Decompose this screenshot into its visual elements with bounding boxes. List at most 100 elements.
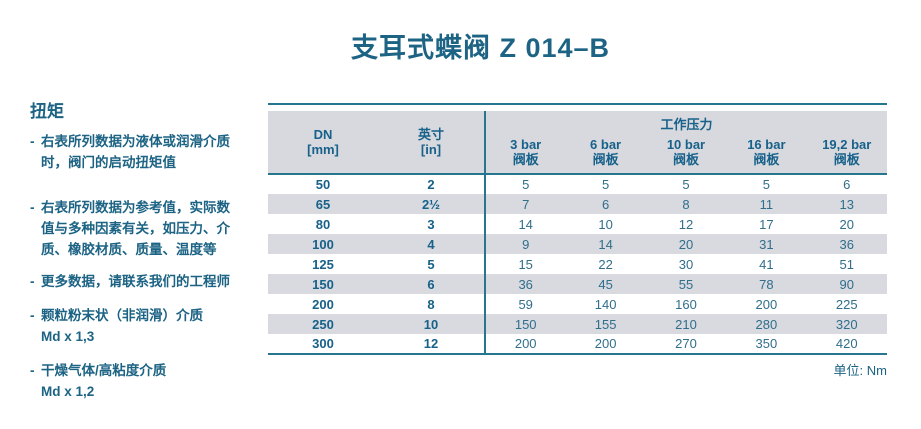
note-text: 干燥气体/高粘度介质 Md x 1,2 [41, 363, 167, 399]
unit-note: 单位: Nm [833, 363, 887, 378]
table-row: 100 4 9 14 20 31 36 [268, 234, 887, 254]
cell-torque: 320 [835, 316, 858, 332]
cell-torque: 36 [483, 274, 566, 294]
note-item: - 更多数据，请联系我们的工程师 [30, 271, 276, 292]
cell-torque: 8 [682, 196, 690, 212]
note-item: - 右表所列数据为液体或润滑介质 时，阀门的启动扭矩值 [30, 131, 276, 173]
col-header-3bar: 3 bar 阀板 [483, 137, 566, 174]
cell-dn: 65 [315, 196, 331, 212]
cell-torque: 6 [843, 177, 851, 192]
page-title: 支耳式蝶阀 Z 014–B [350, 33, 611, 63]
bullet-dash: - [30, 308, 35, 323]
cell-torque: 17 [759, 216, 774, 232]
cell-torque: 5 [483, 174, 566, 194]
cell-torque: 14 [598, 236, 613, 252]
cell-inch: 2½ [421, 196, 441, 212]
table-header-group-row: DN [mm] 英寸 [in] 工作压力 [268, 111, 887, 174]
cell-torque: 59 [483, 294, 566, 314]
table-row: 65 2½ 7 6 8 11 13 [268, 194, 887, 214]
cell-torque: 36 [839, 236, 855, 252]
cell-torque: 5 [762, 177, 770, 192]
cell-torque: 210 [675, 316, 697, 332]
cell-inch: 5 [427, 256, 435, 272]
cell-torque: 9 [483, 234, 566, 254]
cell-torque: 160 [675, 296, 697, 312]
cell-dn: 125 [312, 256, 334, 272]
cell-dn: 150 [312, 276, 334, 292]
table-row: 80 3 14 10 12 17 20 [268, 214, 887, 234]
cell-torque: 55 [678, 276, 694, 292]
cell-torque: 7 [483, 194, 566, 214]
note-text: 右表所列数据为参考值，实际数 值与多种因素有关，如压力、介 质、橡胶材质、质量、… [41, 200, 230, 257]
cell-torque: 30 [678, 256, 694, 272]
cell-torque: 155 [594, 316, 617, 332]
cell-torque: 6 [601, 196, 610, 212]
cell-torque: 31 [759, 236, 774, 252]
cell-inch: 6 [427, 276, 435, 292]
cell-dn: 100 [312, 236, 334, 252]
table-row: 200 8 59 140 160 200 225 [268, 294, 887, 314]
bullet-dash: - [30, 134, 35, 149]
cell-torque: 270 [675, 336, 697, 351]
col-header-10bar: 10 bar 阀板 [645, 137, 727, 174]
col-header-inch: 英寸 [in] [378, 111, 485, 174]
cell-torque: 200 [483, 334, 566, 354]
col-header-6bar: 6 bar 阀板 [565, 137, 646, 174]
cell-dn: 250 [312, 316, 334, 332]
cell-torque: 20 [678, 236, 694, 252]
cell-torque: 5 [682, 177, 690, 192]
cell-torque: 140 [594, 296, 617, 312]
table-row: 150 6 36 45 55 78 90 [268, 274, 887, 294]
table-row: 50 2 5 5 5 5 6 [268, 174, 887, 194]
table-top-rule [268, 103, 887, 105]
cell-inch: 3 [427, 216, 435, 232]
note-item: - 干燥气体/高粘度介质 Md x 1,2 [30, 360, 276, 402]
torque-table-section: DN [mm] 英寸 [in] 工作压力 3 bar 阀板 6 bar 阀板 1… [268, 103, 887, 379]
cell-torque: 51 [839, 256, 855, 272]
col-group-working-pressure: 工作压力 [484, 111, 887, 137]
cell-torque: 45 [598, 276, 613, 292]
cell-inch: 8 [427, 296, 435, 312]
torque-table: DN [mm] 英寸 [in] 工作压力 3 bar 阀板 6 bar 阀板 1… [268, 111, 887, 355]
bullet-dash: - [30, 274, 35, 289]
note-item: - 颗粒粉末状（非润滑）介质 Md x 1,3 [30, 305, 276, 347]
cell-torque: 15 [483, 254, 566, 274]
cell-torque: 20 [839, 216, 855, 232]
table-row: 300 12 200 200 270 350 420 [268, 334, 887, 354]
cell-inch: 4 [427, 236, 435, 252]
table-row: 125 5 15 22 30 41 51 [268, 254, 887, 274]
cell-dn: 50 [315, 177, 331, 192]
note-text: 右表所列数据为液体或润滑介质 时，阀门的启动扭矩值 [41, 134, 230, 170]
note-item: - 右表所列数据为参考值，实际数 值与多种因素有关，如压力、介 质、橡胶材质、质… [30, 197, 276, 260]
cell-inch: 10 [423, 316, 439, 332]
bullet-dash: - [30, 363, 35, 378]
cell-torque: 90 [839, 276, 855, 292]
col-header-16bar: 16 bar 阀板 [726, 137, 807, 174]
cell-dn: 80 [315, 216, 331, 232]
cell-inch: 12 [423, 336, 439, 351]
cell-torque: 5 [601, 177, 610, 192]
cell-inch: 2 [427, 177, 435, 192]
table-row: 250 10 150 155 210 280 320 [268, 314, 887, 334]
cell-torque: 200 [755, 296, 778, 312]
cell-torque: 225 [835, 296, 858, 312]
cell-torque: 41 [759, 256, 774, 272]
cell-torque: 13 [839, 196, 855, 212]
note-text: 颗粒粉末状（非润滑）介质 Md x 1,3 [41, 308, 203, 344]
cell-dn: 300 [312, 336, 334, 351]
bullet-dash: - [30, 200, 35, 215]
cell-torque: 22 [598, 256, 613, 272]
notes-sidebar: 扭矩 - 右表所列数据为液体或润滑介质 时，阀门的启动扭矩值 - 右表所列数据为… [30, 97, 276, 402]
cell-torque: 14 [483, 214, 566, 234]
cell-torque: 200 [594, 336, 617, 351]
cell-torque: 150 [483, 314, 566, 334]
cell-torque: 12 [678, 216, 694, 232]
cell-torque: 350 [755, 336, 778, 351]
sidebar-heading: 扭矩 [30, 102, 64, 121]
note-text: 更多数据，请联系我们的工程师 [41, 274, 230, 289]
cell-dn: 200 [312, 296, 334, 312]
cell-torque: 420 [835, 336, 858, 351]
cell-torque: 78 [759, 276, 774, 292]
col-header-dn: DN [mm] [268, 111, 378, 174]
cell-torque: 10 [598, 216, 613, 232]
